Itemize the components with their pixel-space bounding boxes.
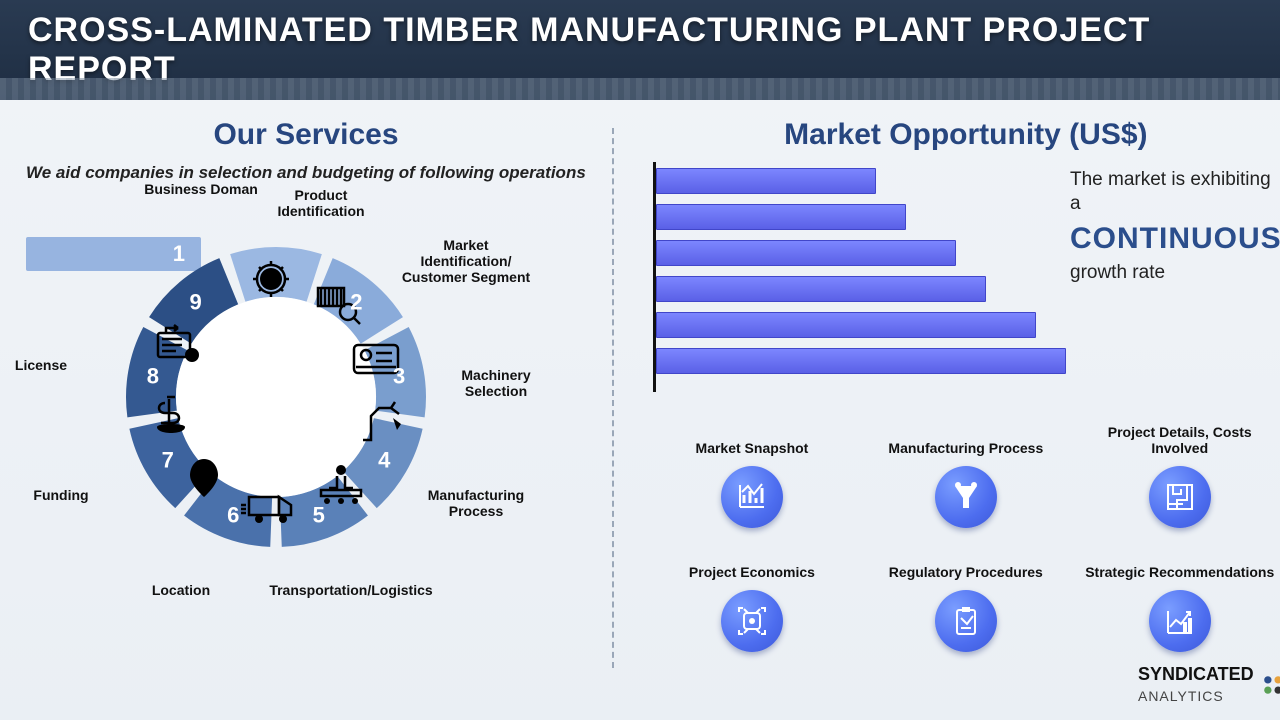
chart-icon	[721, 466, 783, 528]
growth-text: The market is exhibiting a CONTINUOUS gr…	[1070, 162, 1280, 285]
category-label: Project Details, Costs Involved	[1078, 422, 1280, 456]
wheel-number-9: 9	[190, 289, 202, 314]
market-title: Market Opportunity (US$)	[650, 118, 1280, 152]
category-2: Manufacturing Process	[864, 422, 1068, 528]
category-label: Strategic Recommendations	[1085, 546, 1274, 580]
chart-bar-2	[656, 204, 906, 230]
category-label: Market Snapshot	[696, 422, 809, 456]
funnel-icon	[935, 466, 997, 528]
wheel-number-6: 6	[227, 502, 239, 527]
services-panel: Our Services We aid companies in selecti…	[0, 100, 612, 720]
market-panel: Market Opportunity (US$) The market is e…	[614, 100, 1280, 720]
clipboard-icon	[935, 590, 997, 652]
seg-label-7: Location	[121, 582, 241, 598]
wheel-number-7: 7	[162, 447, 174, 472]
chart-bar-3	[656, 240, 956, 266]
header-banner: CROSS-LAMINATED TIMBER MANUFACTURING PLA…	[0, 0, 1280, 100]
brand-logo: SYNDICATED ANALYTICS	[1138, 664, 1280, 706]
logo-sub: ANALYTICS	[1138, 688, 1224, 704]
wheel-number-3: 3	[393, 363, 405, 388]
growth-icon	[1149, 590, 1211, 652]
wheel-number-5: 5	[313, 502, 325, 527]
seg-label-9: License	[0, 357, 101, 373]
maze-icon	[1149, 466, 1211, 528]
seg-label-6: Transportation/Logistics	[261, 582, 441, 598]
category-label: Project Economics	[689, 546, 815, 580]
page-title: CROSS-LAMINATED TIMBER MANUFACTURING PLA…	[28, 11, 1280, 89]
logo-mark-icon	[1262, 674, 1280, 696]
category-label: Manufacturing Process	[888, 422, 1043, 456]
wheel-number-2: 2	[350, 289, 362, 314]
chart-bar-4	[656, 276, 986, 302]
services-subtitle: We aid companies in selection and budget…	[26, 162, 586, 185]
category-6: Strategic Recommendations	[1078, 546, 1280, 652]
seg-label-5: Manufacturing Process	[416, 487, 536, 519]
wheel-number-8: 8	[147, 363, 159, 388]
growth-big: CONTINUOUS	[1070, 220, 1280, 258]
seg-label-3: Market Identification/ Customer Segment	[396, 237, 536, 285]
arrows-icon	[721, 590, 783, 652]
growth-post: growth rate	[1070, 262, 1165, 283]
growth-pre: The market is exhibiting a	[1070, 169, 1271, 214]
chart-bar-1	[656, 168, 876, 194]
chart-bar-5	[656, 312, 1036, 338]
services-wheel: 1 23456789 Business Doman Product Identi…	[26, 187, 586, 637]
seg-label-4: Machinery Selection	[436, 367, 556, 399]
category-grid: Market Snapshot Manufacturing Process Proj…	[650, 422, 1280, 652]
main-content: Our Services We aid companies in selecti…	[0, 100, 1280, 720]
logo-brand: SYNDICATED	[1138, 664, 1254, 684]
category-3: Project Details, Costs Involved	[1078, 422, 1280, 528]
category-4: Project Economics	[650, 546, 854, 652]
wheel-number-4: 4	[378, 447, 391, 472]
chart-bar-6	[656, 348, 1066, 374]
services-title: Our Services	[26, 118, 586, 152]
seg-label-2: Product Identification	[261, 187, 381, 219]
category-label: Regulatory Procedures	[889, 546, 1043, 580]
seg-label-8: Funding	[1, 487, 121, 503]
market-bar-chart	[650, 162, 1050, 392]
seg-label-1: Business Doman	[141, 181, 261, 197]
category-5: Regulatory Procedures	[864, 546, 1068, 652]
category-1: Market Snapshot	[650, 422, 854, 528]
